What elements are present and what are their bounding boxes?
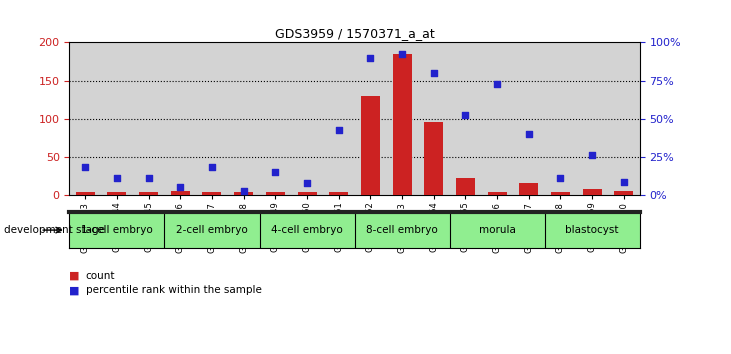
Text: count: count (86, 271, 115, 281)
Point (111, 175, 123, 181)
Point (301, 181, 313, 186)
Text: percentile rank within the sample: percentile rank within the sample (86, 285, 262, 295)
Point (175, 184, 186, 190)
Bar (393, 54, 412, 195)
Text: 2-cell embryo: 2-cell embryo (176, 225, 248, 235)
Text: 1-cell embryo: 1-cell embryo (81, 225, 153, 235)
Bar (456, 178, 475, 195)
Bar (76, 193, 95, 195)
Point (80, 164, 91, 169)
Text: development stage: development stage (4, 225, 105, 235)
Point (586, 152, 598, 158)
Point (206, 164, 218, 169)
Point (523, 131, 534, 137)
Title: GDS3959 / 1570371_a_at: GDS3959 / 1570371_a_at (275, 27, 434, 40)
Point (618, 179, 629, 184)
Bar (424, 122, 443, 195)
Point (270, 169, 281, 175)
Text: blastocyst: blastocyst (565, 225, 619, 235)
Point (555, 175, 567, 181)
Bar (234, 192, 253, 195)
Text: ■: ■ (69, 285, 80, 295)
Point (238, 188, 249, 194)
Bar (202, 192, 221, 195)
Bar (583, 189, 602, 195)
Bar (488, 193, 507, 195)
Point (396, 51, 408, 57)
Bar (139, 193, 158, 195)
Bar (551, 193, 570, 195)
Text: morula: morula (479, 225, 515, 235)
Point (333, 127, 344, 133)
Text: 8-cell embryo: 8-cell embryo (366, 225, 438, 235)
Bar (361, 96, 380, 195)
Bar (329, 192, 348, 195)
Point (428, 70, 439, 76)
Text: ■: ■ (69, 271, 80, 281)
Bar (171, 191, 190, 195)
Bar (107, 192, 126, 195)
Bar (614, 191, 633, 195)
Point (365, 55, 376, 61)
Bar (266, 192, 285, 195)
Point (460, 112, 471, 118)
Bar (519, 183, 538, 195)
Point (143, 175, 154, 181)
Text: 4-cell embryo: 4-cell embryo (271, 225, 343, 235)
Point (491, 81, 503, 87)
Bar (298, 192, 317, 195)
